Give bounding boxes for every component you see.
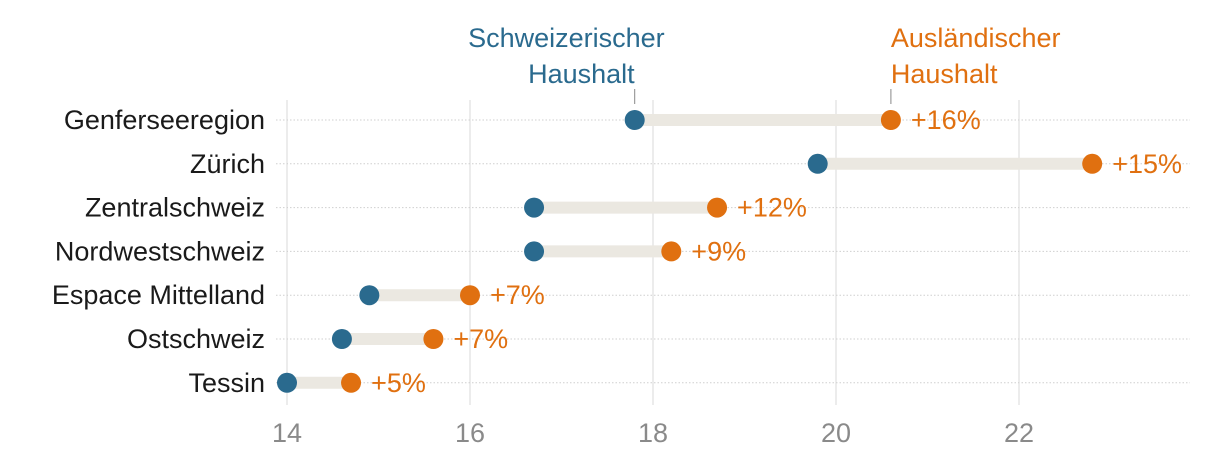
legend-swiss-line2: Haushalt	[528, 59, 635, 89]
dot-swiss-ostschweiz	[331, 329, 352, 349]
category-label-genferseeregion: Genferseeregion	[64, 105, 265, 135]
dot-foreign-ostschweiz	[423, 329, 444, 349]
category-label-tessin: Tessin	[188, 368, 265, 398]
diff-label-ostschweiz: +7%	[453, 324, 508, 354]
dot-swiss-genferseeregion	[624, 110, 645, 130]
diff-label-zentralschweiz: +12%	[737, 193, 807, 223]
diff-label-nordwestschweiz: +9%	[691, 236, 746, 266]
dot-foreign-tessin	[341, 372, 362, 393]
x-tick-label-22: 22	[1004, 418, 1034, 448]
category-label-ostschweiz: Ostschweiz	[127, 324, 265, 354]
category-label-nordwestschweiz: Nordwestschweiz	[55, 236, 265, 266]
x-tick-label-16: 16	[455, 418, 485, 448]
dot-swiss-espace-mittelland	[359, 285, 380, 306]
x-tick-label-18: 18	[638, 418, 668, 448]
category-label-espace-mittelland: Espace Mittelland	[52, 280, 265, 310]
legend-foreign-line2: Haushalt	[891, 59, 998, 89]
dot-swiss-zentralschweiz	[524, 197, 545, 218]
legend-foreign-line1: Ausländischer	[891, 23, 1061, 53]
dot-swiss-z-rich	[807, 153, 828, 174]
labels: 14 16 18 20 22 Genferseeregion +16% Zürich +15% Z…	[52, 105, 1182, 448]
legend: Schweizerischer Haushalt Ausländischer Haus…	[468, 23, 1061, 104]
category-label-z-rich: Zürich	[190, 149, 265, 179]
diff-label-tessin: +5%	[371, 368, 426, 398]
x-tick-label-14: 14	[272, 418, 302, 448]
connectors	[287, 114, 1093, 389]
dot-swiss-nordwestschweiz	[524, 241, 545, 262]
dot-swiss-tessin	[277, 372, 297, 393]
diff-label-genferseeregion: +16%	[911, 105, 981, 135]
diff-label-z-rich: +15%	[1112, 149, 1182, 179]
dot-foreign-nordwestschweiz	[661, 241, 682, 262]
category-label-zentralschweiz: Zentralschweiz	[85, 193, 265, 223]
diff-label-espace-mittelland: +7%	[490, 280, 545, 310]
legend-swiss-line1: Schweizerischer	[468, 23, 665, 53]
x-tick-label-20: 20	[821, 418, 851, 448]
dot-foreign-genferseeregion	[880, 110, 901, 130]
dot-foreign-zentralschweiz	[707, 197, 728, 218]
dot-foreign-espace-mittelland	[460, 285, 480, 306]
data-points	[277, 110, 1103, 393]
dot-foreign-z-rich	[1082, 153, 1103, 174]
